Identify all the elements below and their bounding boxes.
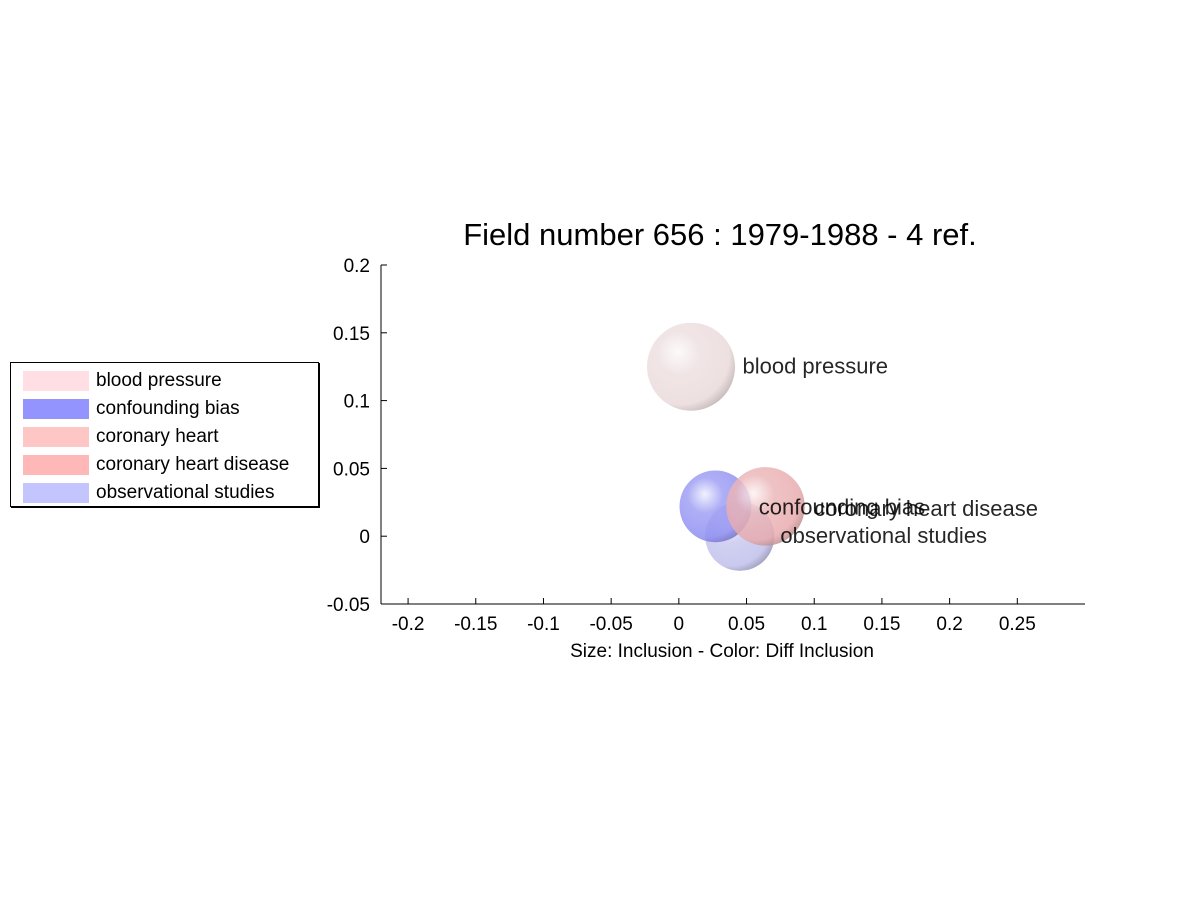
legend-swatch (23, 399, 89, 419)
legend: blood pressure confounding bias coronary h… (10, 362, 319, 507)
bubble-blood-pressure (647, 322, 736, 411)
legend-item: coronary heart (23, 425, 219, 449)
y-tick-label: 0.15 (333, 324, 370, 345)
x-tick-label: -0.1 (527, 614, 560, 635)
legend-item: blood pressure (23, 369, 222, 393)
point-label: blood pressure (742, 354, 888, 379)
x-tick-label: 0.25 (999, 614, 1036, 635)
legend-swatch (23, 427, 89, 447)
x-tick-label: -0.05 (589, 614, 632, 635)
legend-swatch (23, 455, 89, 475)
point-label: coronary heart disease (814, 496, 1038, 521)
y-tick-label: 0.2 (344, 256, 370, 277)
legend-label: coronary heart disease (96, 454, 290, 475)
y-tick-label: 0.05 (333, 459, 370, 480)
point-label: observational studies (780, 523, 987, 548)
x-tick-label: 0.1 (801, 614, 827, 635)
y-tick-label: 0.1 (344, 392, 370, 413)
legend-item: coronary heart disease (23, 453, 289, 477)
y-tick-label: 0 (359, 527, 370, 548)
bubble-coronary-heart-disease (726, 467, 805, 546)
legend-label: coronary heart (96, 426, 219, 447)
chart-title: Field number 656 : 1979-1988 - 4 ref. (463, 217, 977, 252)
y-tick-label: -0.05 (327, 595, 370, 616)
x-tick-label: -0.2 (392, 614, 425, 635)
x-tick-label: -0.15 (454, 614, 497, 635)
legend-swatch (23, 483, 89, 503)
axes: -0.2 -0.15 -0.1 -0.05 0 0.05 0.1 0.15 0.2 0.25 -0.… (327, 256, 1085, 635)
legend-label: blood pressure (96, 370, 222, 391)
point-label: confounding bias (759, 495, 925, 520)
legend-item: observational studies (23, 481, 275, 505)
legend-swatch (23, 371, 89, 391)
x-tick-label: 0.05 (728, 614, 765, 635)
legend-item: confounding bias (23, 397, 240, 421)
bubbles (647, 322, 805, 571)
x-tick-label: 0.2 (936, 614, 962, 635)
x-tick-label: 0 (674, 614, 685, 635)
x-axis-label: Size: Inclusion - Color: Diff Inclusion (570, 641, 874, 662)
legend-label: observational studies (96, 482, 275, 503)
legend-label: confounding bias (96, 398, 240, 419)
x-tick-label: 0.15 (863, 614, 900, 635)
